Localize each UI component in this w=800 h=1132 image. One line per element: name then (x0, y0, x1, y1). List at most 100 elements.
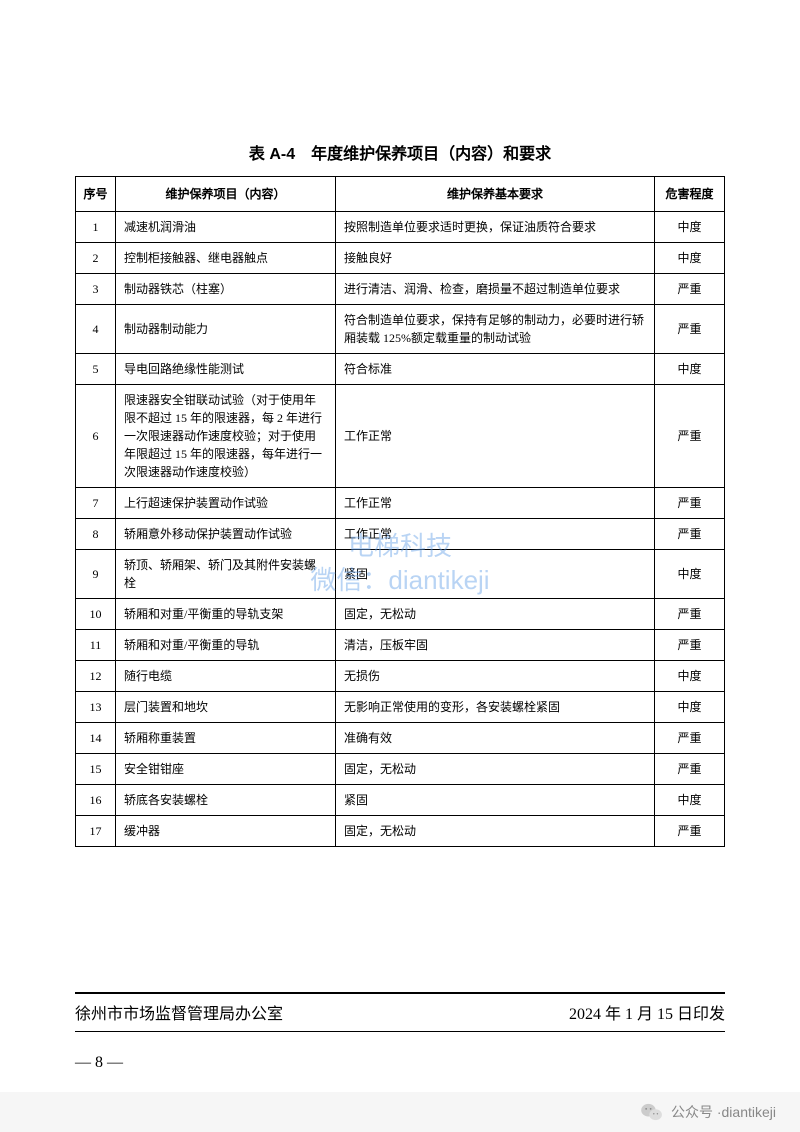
cell-seq: 2 (76, 243, 116, 274)
maintenance-table: 序号 维护保养项目（内容） 维护保养基本要求 危害程度 1减速机润滑油按照制造单… (75, 176, 725, 847)
table-row: 3制动器铁芯（柱塞）进行清洁、润滑、检查，磨损量不超过制造单位要求严重 (76, 274, 725, 305)
cell-seq: 8 (76, 519, 116, 550)
table-row: 4制动器制动能力符合制造单位要求，保持有足够的制动力，必要时进行轿厢装载 125… (76, 305, 725, 354)
cell-risk: 严重 (655, 488, 725, 519)
cell-item: 安全钳钳座 (116, 754, 336, 785)
cell-risk: 中度 (655, 354, 725, 385)
cell-item: 缓冲器 (116, 816, 336, 847)
cell-seq: 15 (76, 754, 116, 785)
col-header-req: 维护保养基本要求 (336, 177, 655, 212)
cell-item: 随行电缆 (116, 661, 336, 692)
cell-item: 减速机润滑油 (116, 212, 336, 243)
cell-req: 符合标准 (336, 354, 655, 385)
cell-req: 工作正常 (336, 519, 655, 550)
cell-item: 控制柜接触器、继电器触点 (116, 243, 336, 274)
footer-rule-bottom (75, 1031, 725, 1032)
cell-seq: 17 (76, 816, 116, 847)
cell-req: 清洁，压板牢固 (336, 630, 655, 661)
issue-date: 2024 年 1 月 15 日印发 (569, 1000, 725, 1024)
cell-seq: 16 (76, 785, 116, 816)
cell-req: 准确有效 (336, 723, 655, 754)
table-row: 10轿厢和对重/平衡重的导轨支架固定，无松动严重 (76, 599, 725, 630)
cell-risk: 严重 (655, 630, 725, 661)
account-prefix: 公众号 · (671, 1102, 722, 1122)
table-row: 16轿底各安装螺栓紧固中度 (76, 785, 725, 816)
cell-item: 轿顶、轿厢架、轿门及其附件安装螺栓 (116, 550, 336, 599)
cell-seq: 13 (76, 692, 116, 723)
cell-seq: 11 (76, 630, 116, 661)
cell-req: 符合制造单位要求，保持有足够的制动力，必要时进行轿厢装载 125%额定载重量的制… (336, 305, 655, 354)
table-row: 6限速器安全钳联动试验（对于使用年限不超过 15 年的限速器，每 2 年进行一次… (76, 385, 725, 488)
cell-seq: 14 (76, 723, 116, 754)
cell-seq: 1 (76, 212, 116, 243)
cell-risk: 严重 (655, 305, 725, 354)
cell-item: 轿底各安装螺栓 (116, 785, 336, 816)
table-row: 17缓冲器固定，无松动严重 (76, 816, 725, 847)
page-number: — 8 — (75, 1054, 123, 1072)
col-header-seq: 序号 (76, 177, 116, 212)
table-header-row: 序号 维护保养项目（内容） 维护保养基本要求 危害程度 (76, 177, 725, 212)
cell-req: 紧固 (336, 550, 655, 599)
table-row: 12随行电缆无损伤中度 (76, 661, 725, 692)
cell-risk: 严重 (655, 519, 725, 550)
cell-item: 轿厢意外移动保护装置动作试验 (116, 519, 336, 550)
footer-rule-top (75, 992, 725, 994)
cell-req: 紧固 (336, 785, 655, 816)
cell-seq: 10 (76, 599, 116, 630)
cell-item: 制动器制动能力 (116, 305, 336, 354)
table-row: 5导电回路绝缘性能测试符合标准中度 (76, 354, 725, 385)
cell-req: 进行清洁、润滑、检查，磨损量不超过制造单位要求 (336, 274, 655, 305)
cell-req: 固定，无松动 (336, 754, 655, 785)
table-row: 15安全钳钳座固定，无松动严重 (76, 754, 725, 785)
cell-seq: 5 (76, 354, 116, 385)
cell-seq: 7 (76, 488, 116, 519)
cell-req: 工作正常 (336, 385, 655, 488)
col-header-item: 维护保养项目（内容） (116, 177, 336, 212)
cell-item: 轿厢称重装置 (116, 723, 336, 754)
cell-item: 制动器铁芯（柱塞） (116, 274, 336, 305)
cell-req: 接触良好 (336, 243, 655, 274)
table-row: 8轿厢意外移动保护装置动作试验工作正常严重 (76, 519, 725, 550)
table-row: 14轿厢称重装置准确有效严重 (76, 723, 725, 754)
table-row: 13层门装置和地坎无影响正常使用的变形，各安装螺栓紧固中度 (76, 692, 725, 723)
cell-seq: 4 (76, 305, 116, 354)
wechat-attribution-bar: 公众号 · diantikeji (0, 1092, 800, 1132)
cell-risk: 中度 (655, 692, 725, 723)
table-row: 9轿顶、轿厢架、轿门及其附件安装螺栓紧固中度 (76, 550, 725, 599)
cell-risk: 中度 (655, 661, 725, 692)
cell-item: 轿厢和对重/平衡重的导轨 (116, 630, 336, 661)
cell-seq: 3 (76, 274, 116, 305)
cell-req: 无影响正常使用的变形，各安装螺栓紧固 (336, 692, 655, 723)
table-row: 7上行超速保护装置动作试验工作正常严重 (76, 488, 725, 519)
table-row: 1减速机润滑油按照制造单位要求适时更换，保证油质符合要求中度 (76, 212, 725, 243)
table-row: 11轿厢和对重/平衡重的导轨清洁，压板牢固严重 (76, 630, 725, 661)
cell-seq: 12 (76, 661, 116, 692)
cell-risk: 中度 (655, 550, 725, 599)
cell-req: 固定，无松动 (336, 599, 655, 630)
cell-req: 工作正常 (336, 488, 655, 519)
cell-risk: 严重 (655, 816, 725, 847)
cell-risk: 中度 (655, 785, 725, 816)
cell-req: 按照制造单位要求适时更换，保证油质符合要求 (336, 212, 655, 243)
cell-risk: 严重 (655, 274, 725, 305)
cell-seq: 6 (76, 385, 116, 488)
cell-risk: 严重 (655, 723, 725, 754)
issuer: 徐州市市场监督管理局办公室 (75, 1000, 283, 1024)
cell-risk: 严重 (655, 754, 725, 785)
wechat-icon (641, 1103, 663, 1121)
table-row: 2控制柜接触器、继电器触点接触良好中度 (76, 243, 725, 274)
col-header-risk: 危害程度 (655, 177, 725, 212)
cell-risk: 中度 (655, 212, 725, 243)
cell-item: 导电回路绝缘性能测试 (116, 354, 336, 385)
cell-req: 固定，无松动 (336, 816, 655, 847)
cell-risk: 严重 (655, 599, 725, 630)
cell-seq: 9 (76, 550, 116, 599)
cell-risk: 严重 (655, 385, 725, 488)
cell-req: 无损伤 (336, 661, 655, 692)
account-name: diantikeji (722, 1104, 776, 1120)
cell-item: 上行超速保护装置动作试验 (116, 488, 336, 519)
footer-text: 徐州市市场监督管理局办公室 2024 年 1 月 15 日印发 (75, 1000, 725, 1024)
cell-item: 限速器安全钳联动试验（对于使用年限不超过 15 年的限速器，每 2 年进行一次限… (116, 385, 336, 488)
table-title: 表 A-4 年度维护保养项目（内容）和要求 (75, 140, 725, 164)
cell-risk: 中度 (655, 243, 725, 274)
